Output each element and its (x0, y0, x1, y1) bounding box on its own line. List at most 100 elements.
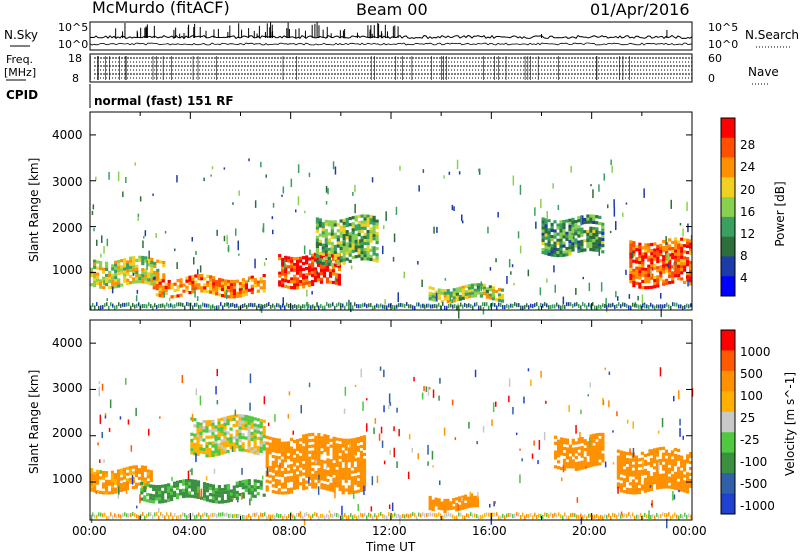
power-echo-cell (132, 256, 136, 260)
velocity-echo-speck (159, 416, 161, 419)
velocity-echo-cell (673, 480, 678, 484)
velocity-echo-cell (628, 482, 632, 486)
power-echo-cell (325, 268, 330, 272)
power-ground-band (496, 305, 498, 310)
velocity-echo-cell (677, 457, 681, 461)
power-echo-cell (674, 246, 678, 250)
power-echo-speck (433, 226, 435, 234)
power-echo-cell (339, 250, 343, 254)
velocity-echo-cell (589, 460, 593, 465)
power-ground-band (666, 302, 668, 307)
velocity-echo-cell (305, 442, 309, 446)
power-echo-cell (562, 223, 566, 227)
power-echo-cell (102, 270, 106, 274)
velocity-echo-cell (241, 486, 245, 490)
power-ground-band (636, 303, 638, 308)
power-ground-band (442, 302, 444, 307)
velocity-ground-band (266, 515, 268, 520)
power-ground-band (196, 302, 198, 307)
velocity-echo-cell (680, 470, 684, 474)
velocity-echo-cell (619, 453, 623, 457)
power-colorbar-swatch (721, 256, 735, 277)
power-echo-cell (541, 217, 545, 221)
power-echo-speck (155, 233, 157, 238)
power-echo-cell (138, 255, 142, 259)
power-echo-cell (345, 245, 349, 249)
power-echo-cell (565, 237, 569, 241)
velocity-echo-cell (350, 490, 354, 495)
power-echo-speck (399, 165, 401, 171)
velocity-echo-cell (359, 459, 363, 463)
velocity-echo-cell (259, 446, 263, 450)
power-echo-cell (209, 287, 213, 291)
power-echo-cell (440, 300, 444, 304)
velocity-echo-cell (562, 438, 567, 442)
velocity-ground-band (480, 515, 482, 520)
velocity-ground-band (388, 512, 390, 517)
velocity-echo-cell (557, 451, 561, 455)
velocity-echo-cell (472, 495, 477, 499)
power-echo-cell (577, 228, 581, 232)
velocity-echo-cell (292, 478, 297, 482)
velocity-echo-cell (308, 456, 312, 460)
velocity-echo-speck (580, 409, 582, 415)
power-echo-cell (574, 229, 578, 233)
velocity-echo-cell (686, 484, 690, 488)
power-echo-speck (226, 235, 228, 245)
power-echo-cell (363, 223, 367, 227)
velocity-echo-cell (658, 447, 663, 451)
power-echo-cell (293, 265, 297, 269)
power-echo-cell (197, 286, 201, 290)
velocity-echo-cell (562, 464, 567, 468)
power-echo-cell (476, 283, 480, 287)
power-echo-cell (674, 252, 678, 256)
velocity-echo-cell (244, 488, 248, 492)
power-echo-cell (586, 214, 590, 218)
velocity-echo-cell (292, 460, 297, 464)
velocity-echo-cell (347, 476, 351, 480)
velocity-ground-band (202, 513, 204, 518)
power-echo-speck (210, 174, 212, 177)
power-ground-band (126, 302, 128, 307)
velocity-echo-speck (476, 441, 478, 445)
nave-tick-top: 60 (708, 52, 722, 65)
velocity-echo-cell (196, 434, 200, 438)
velocity-echo-cell (137, 476, 141, 480)
power-echo-cell (656, 247, 660, 251)
velocity-echo-cell (455, 505, 459, 509)
power-echo-cell (638, 267, 642, 271)
power-echo-cell (96, 275, 100, 279)
power-echo-speck (334, 277, 337, 284)
power-echo-cell (152, 283, 156, 287)
power-echo-cell (491, 289, 495, 293)
velocity-echo-cell (152, 497, 156, 501)
velocity-echo-cell (223, 416, 227, 420)
velocity-echo-cell (208, 441, 212, 445)
power-echo-cell (227, 285, 231, 290)
power-echo-cell (595, 242, 599, 246)
velocity-ground-band (134, 512, 136, 517)
velocity-echo-cell (655, 462, 660, 466)
velocity-echo-cell (683, 459, 687, 463)
velocity-echo-cell (356, 457, 360, 461)
power-echo-cell (491, 294, 495, 298)
velocity-echo-cell (619, 462, 623, 466)
power-ground-band (580, 305, 582, 310)
velocity-echo-speck (216, 400, 219, 405)
velocity-echo-cell (314, 482, 318, 486)
velocity-echo-cell (305, 439, 309, 443)
velocity-echo-cell (359, 465, 363, 469)
velocity-echo-speck (451, 399, 454, 406)
velocity-echo-cell (244, 482, 248, 486)
power-echo-cell (565, 234, 569, 238)
power-echo-cell (314, 273, 318, 277)
power-echo-speck (615, 221, 617, 230)
power-echo-cell (336, 259, 340, 263)
power-echo-speck (592, 189, 594, 199)
velocity-echo-cell (338, 473, 342, 477)
power-echo-cell (212, 285, 216, 289)
power-echo-cell (284, 279, 288, 283)
power-echo-speck (144, 230, 147, 237)
power-echo-cell (156, 259, 160, 263)
velocity-echo-cell (341, 459, 345, 463)
